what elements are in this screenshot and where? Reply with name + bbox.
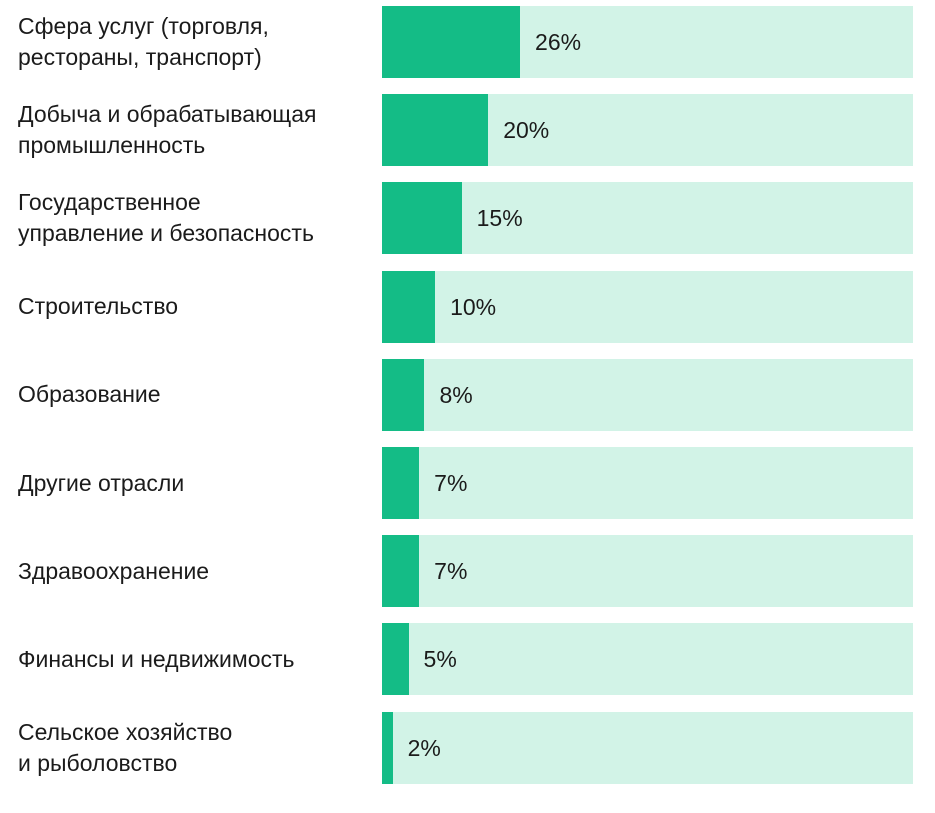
- bar: [382, 535, 420, 608]
- bar: [382, 270, 436, 343]
- value-label: 7%: [434, 558, 468, 585]
- bar-track: 5%: [382, 623, 913, 696]
- bar-track: 20%: [382, 94, 913, 167]
- category-label: Государственное управление и безопасност…: [18, 189, 314, 247]
- bar-row: Строительство 10%: [0, 270, 935, 343]
- bar-row: Государственное управление и безопасност…: [0, 182, 935, 255]
- bar-track: 7%: [382, 447, 913, 519]
- bar-track: 8%: [382, 358, 913, 431]
- category-label: Образование: [18, 381, 161, 408]
- bar-track: 15%: [382, 182, 913, 255]
- bar-row: Другие отрасли 7%: [0, 447, 935, 519]
- category-label: Строительство: [18, 293, 179, 320]
- bar: [382, 6, 521, 78]
- value-label: 20%: [503, 117, 550, 144]
- value-label: 26%: [535, 29, 582, 55]
- value-label: 10%: [450, 293, 497, 320]
- value-label: 8%: [439, 381, 473, 408]
- value-label: 15%: [476, 205, 523, 232]
- category-label: Сфера услуг (торговля, рестораны, трансп…: [18, 13, 269, 70]
- category-label: Финансы и недвижимость: [18, 645, 295, 672]
- category-label: Сельское хозяйство и рыболовство: [18, 718, 233, 776]
- bar-track: 7%: [382, 535, 913, 608]
- bar-row: Сфера услуг (торговля, рестораны, трансп…: [0, 6, 935, 78]
- bar-row: Добыча и обрабатывающая промышленность 20…: [0, 94, 935, 167]
- category-label: Другие отрасли: [18, 469, 185, 496]
- value-label: 7%: [434, 470, 468, 496]
- bar: [382, 182, 462, 255]
- value-label: 5%: [423, 646, 457, 673]
- bar: [382, 711, 393, 784]
- bar: [382, 447, 420, 519]
- bar: [382, 358, 425, 431]
- bar-track: 10%: [382, 270, 913, 343]
- bar-row: Здравоохранение 7%: [0, 535, 935, 608]
- bar-row: Сельское хозяйство и рыболовство 2%: [0, 711, 935, 784]
- bar: [382, 623, 409, 696]
- bar-row: Финансы и недвижимость 5%: [0, 623, 935, 696]
- bar-row: Образование 8%: [0, 358, 935, 431]
- bar: [382, 94, 489, 167]
- bar-track: 2%: [382, 711, 913, 784]
- bar-track: 26%: [382, 6, 913, 78]
- value-label: 2%: [407, 734, 441, 761]
- category-label: Добыча и обрабатывающая промышленность: [18, 101, 317, 159]
- category-label: Здравоохранение: [18, 557, 210, 584]
